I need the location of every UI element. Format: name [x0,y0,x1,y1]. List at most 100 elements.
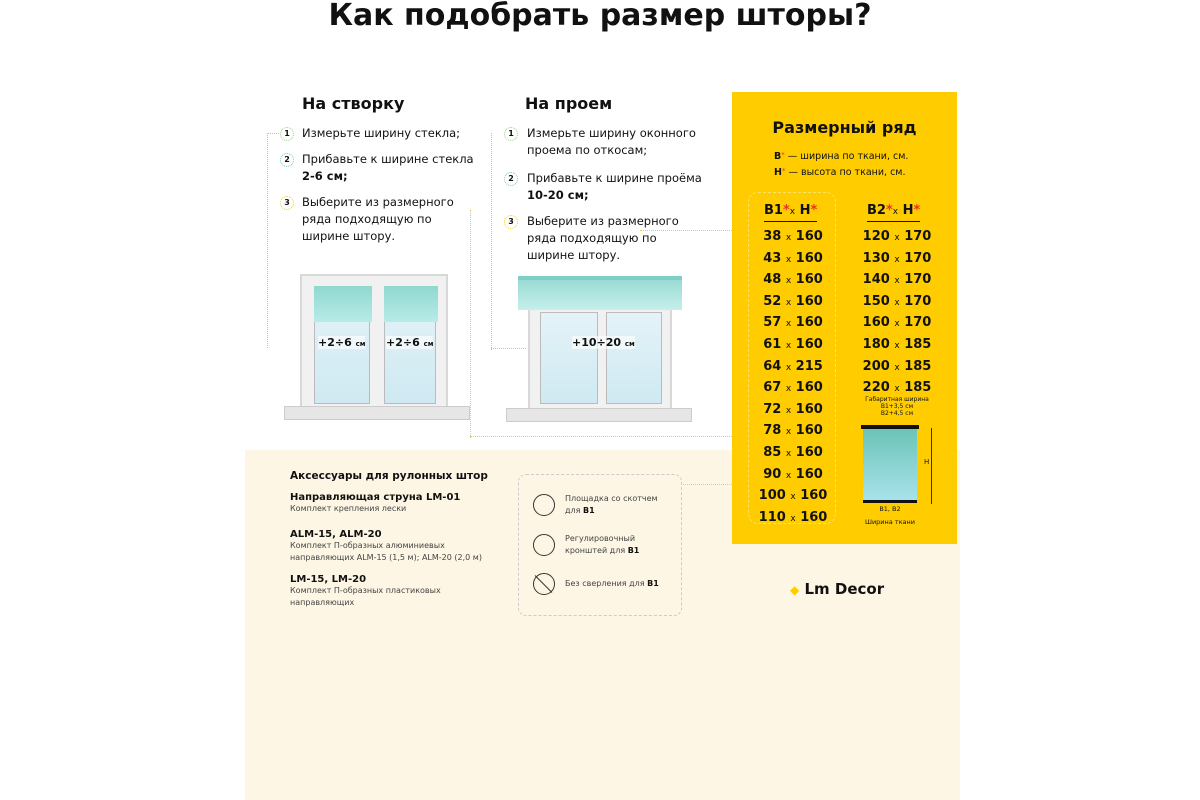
width-value: 48 [763,272,782,288]
width-value: 100 [758,488,786,504]
size-option: 57 x 160 [758,313,828,335]
height-value: 170 [904,250,932,266]
times: x [785,340,792,351]
accessory-title: ALM-15, ALM-20 [290,529,382,540]
times: x [785,362,792,373]
size-option: 110 x 160 [758,508,828,530]
mounting-bold: B1 [627,546,640,555]
mounting-bold: B1 [647,579,659,588]
width-value: 85 [763,444,782,460]
bracket-icon [533,534,555,556]
width-value: 120 [862,229,890,244]
size-option: 38 x 160 [758,227,828,249]
bottom-bar [863,500,917,503]
times: x [790,492,796,503]
step-bold: 10-20 см; [527,188,589,202]
times: x [894,276,900,287]
size-range-panel: Размерный ряд B* — ширина по ткани, см. … [732,92,957,544]
height-value: 170 [904,272,932,288]
overall-text: Габаритная ширина [865,396,929,403]
width-value: 110 [758,509,786,525]
mounting-text: Без сверления для [565,579,645,588]
times: x [892,207,899,217]
height-value: 160 [795,401,823,417]
highlight-frame [748,192,836,524]
measure-unit: см [355,340,366,348]
sash-step-2: Прибавьте к ширине стекла 2-6 см; [302,151,502,185]
blind [384,286,438,322]
width-value: 38 [763,229,782,244]
opening-heading: На проем [525,94,613,113]
times: x [894,233,900,243]
times: x [894,362,900,373]
height-value: 170 [904,229,932,244]
mounting-option: Без сверления для B1 [533,573,673,595]
blind-fabric [863,429,917,501]
star: * [781,167,786,175]
times: x [894,340,900,351]
size-option: 100 x 160 [758,486,828,508]
star: * [885,203,893,218]
times: x [894,297,900,308]
step-number: 1 [504,127,518,141]
star: * [810,203,818,218]
width-value: 130 [862,250,890,266]
width-value: 72 [763,401,782,417]
height-value: 160 [800,509,828,525]
width-value: 78 [763,423,782,439]
size-option: 160 x 170 [862,313,932,335]
guide-line [470,436,732,437]
mounting-box: Площадка со скотчем для B1 Регулировочный… [518,474,682,616]
size-option: 85 x 160 [758,443,828,465]
width-value: 200 [862,358,890,374]
times: x [894,384,900,395]
step-bold: 2-6 см; [302,169,348,183]
measure-value: +10÷20 [572,336,622,349]
times: x [894,254,900,265]
overall-width-label: Габаритная ширина B1+3,5 см B2+4,5 см [842,396,952,417]
height-value: 160 [795,272,823,288]
opening-step-3: Выберите из размерного ряда подходящую п… [527,214,679,262]
sash-heading: На створку [302,94,405,113]
page-title: Как подобрать размер шторы? [328,0,872,33]
legend-text: — ширина по ткани, см. [787,151,909,162]
height-dimension [931,428,932,504]
measure-value: +2÷6 [386,336,420,349]
width-value: 220 [862,380,890,396]
blind [518,276,682,310]
times: x [785,427,792,438]
star: * [913,203,921,218]
times: x [894,319,900,330]
measure-unit: см [624,340,635,348]
times: x [785,233,792,243]
logo-diamond-icon: ◆ [790,583,800,597]
width-value: 64 [763,358,782,374]
height-value: 185 [904,336,932,352]
header-b: B2 [867,203,886,218]
width-value: 52 [763,293,782,309]
b2-offset: B2+4,5 см [880,410,914,417]
width-value: 180 [862,336,890,352]
accessory-title: Направляющая струна LM-01 [290,492,461,503]
size-option: 130 x 170 [862,249,932,271]
size-range-heading: Размерный ряд [772,118,917,137]
times: x [785,448,792,459]
height-value: 185 [904,380,932,396]
height-value: 160 [795,336,823,352]
sash-step-3: Выберите из размерного ряда подходящую п… [302,195,454,243]
measure-value: +2÷6 [318,336,352,349]
step-number: 3 [504,215,518,229]
size-option: 120 x 170 [862,227,932,249]
mounting-text: Площадка со скотчем для [565,494,658,515]
height-value: 160 [795,423,823,439]
opening-step-2: Прибавьте к ширине проёма 10-20 см; [527,170,727,204]
times: x [789,207,796,217]
step-text: Прибавьте к ширине проёма [527,171,702,185]
height-value: 160 [795,380,823,396]
width-value: 67 [763,380,782,396]
accessories-heading: Аксессуары для рулонных штор [290,470,488,482]
height-value: 160 [795,293,823,309]
size-option: 72 x 160 [758,400,828,422]
guide-line [267,133,268,348]
guide-line [267,133,281,134]
